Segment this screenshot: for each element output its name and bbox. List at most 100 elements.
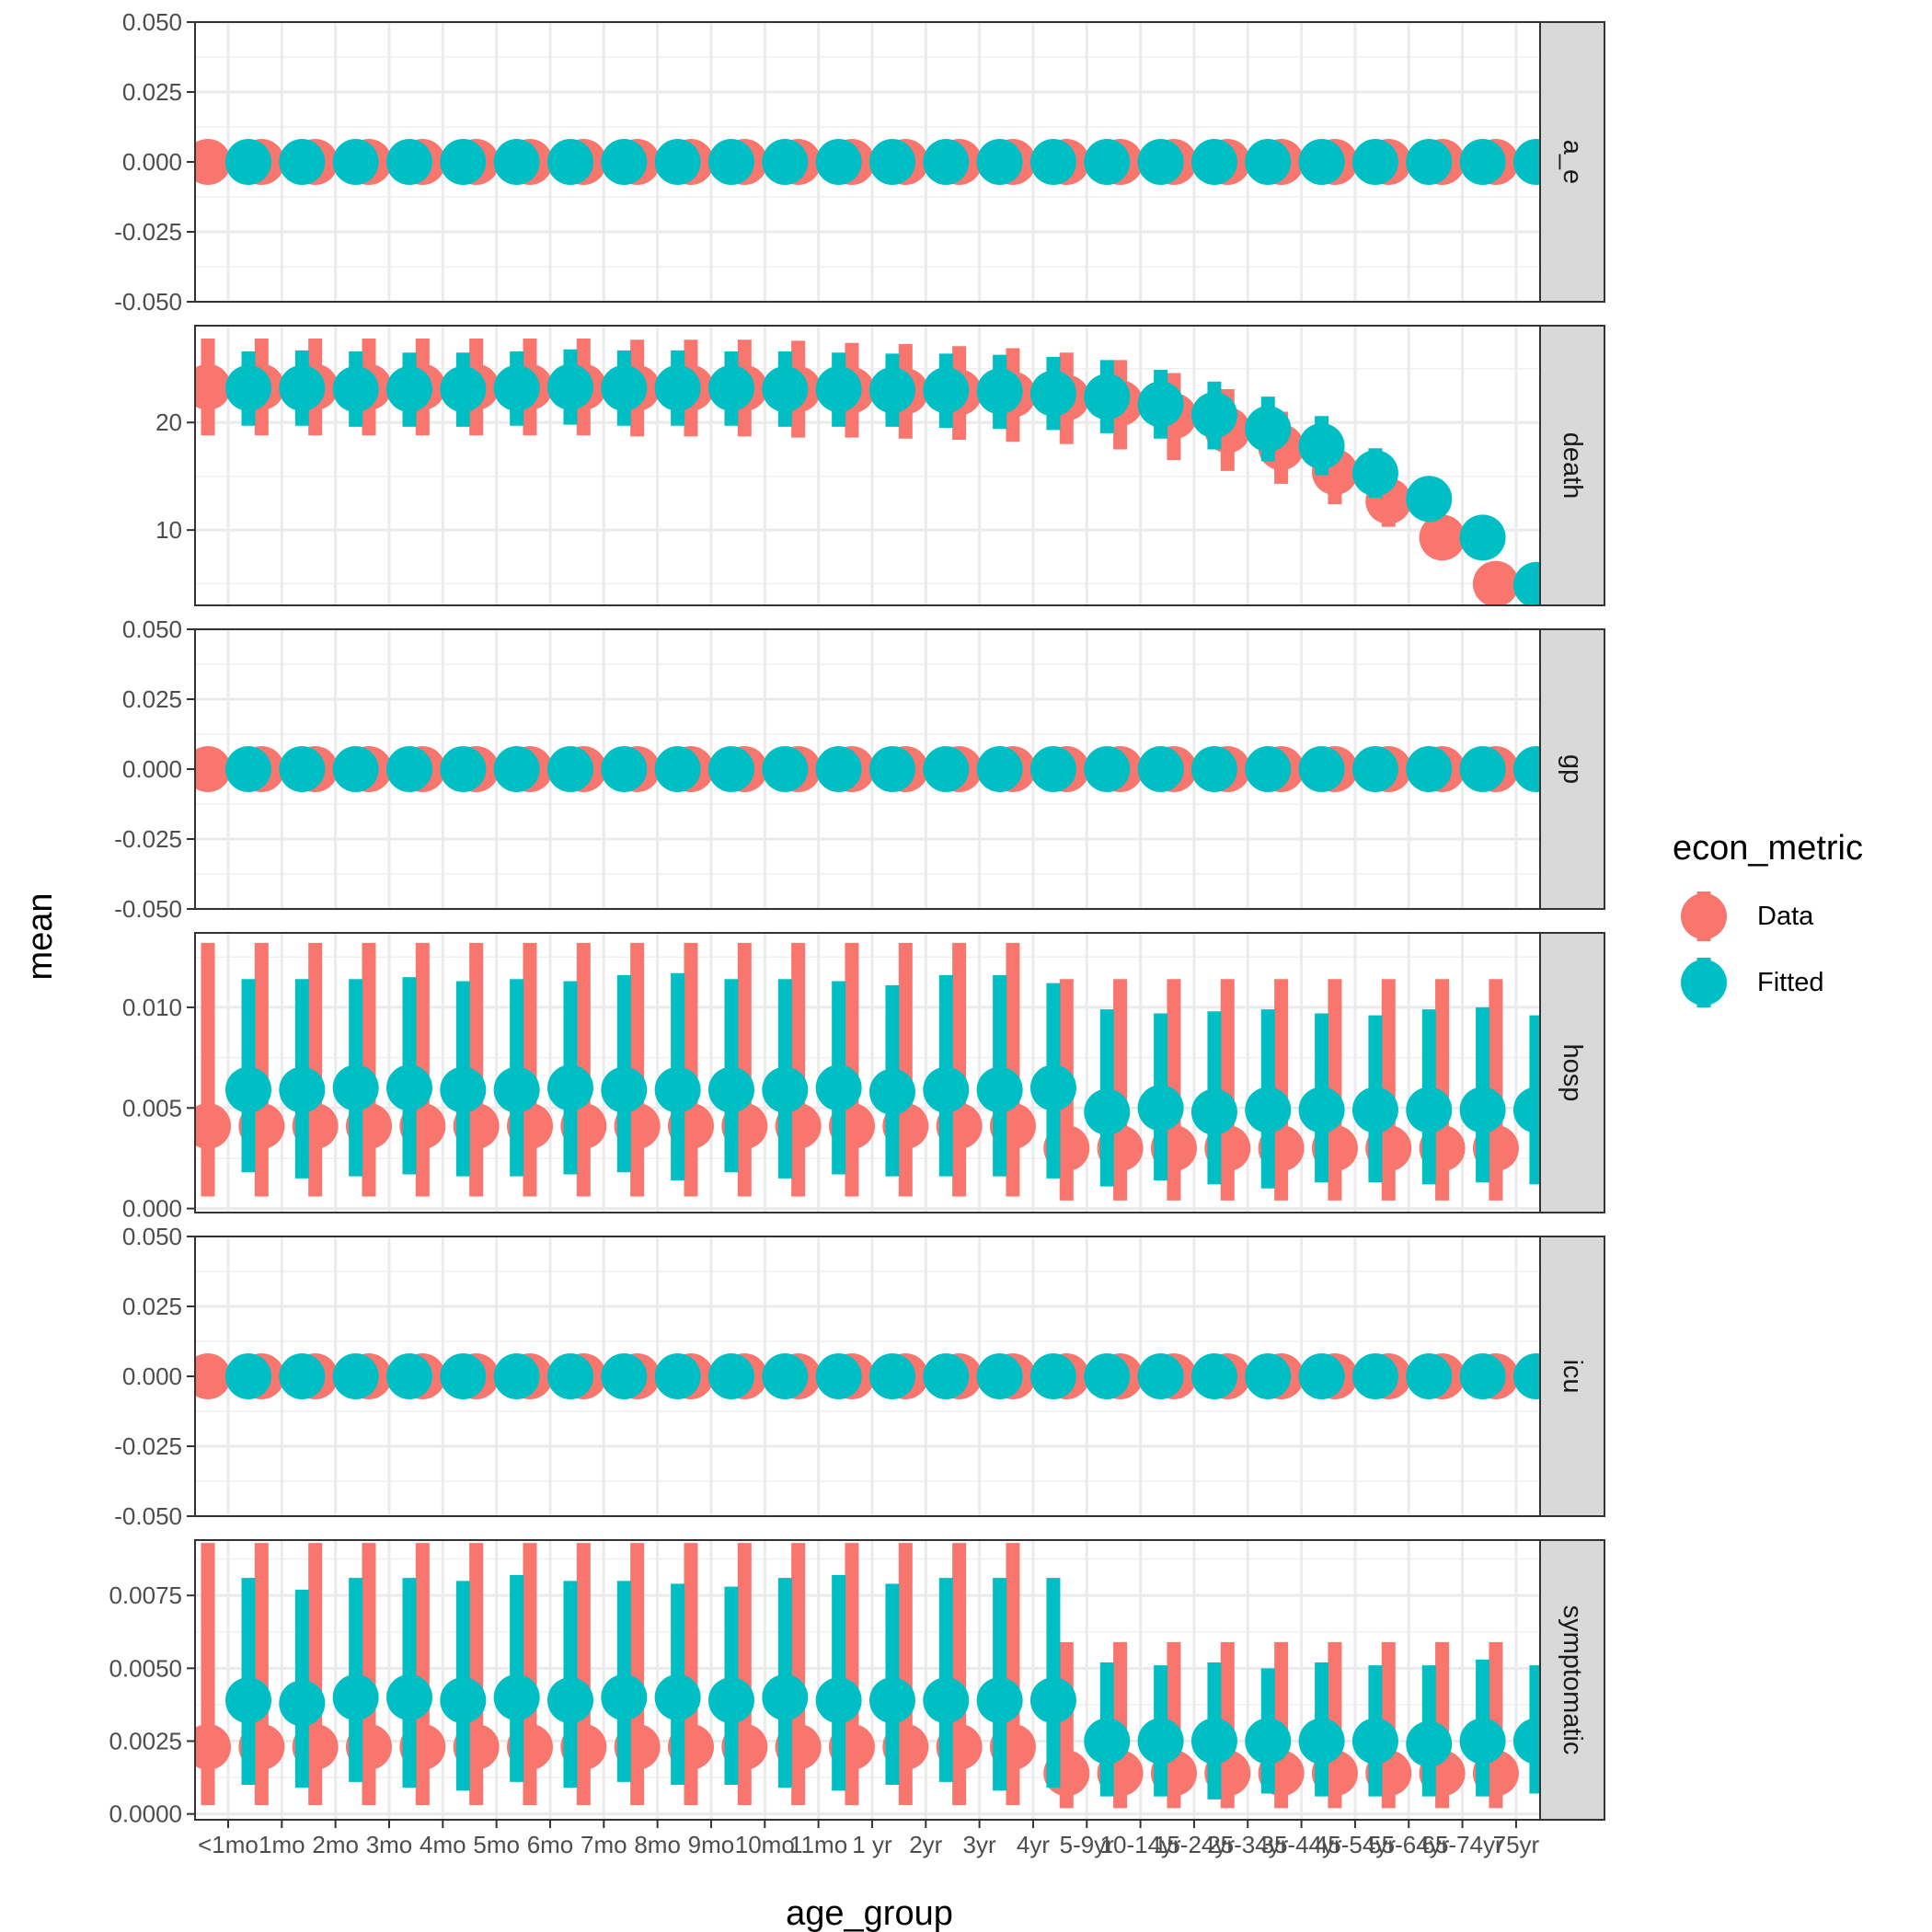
fitted-point xyxy=(1351,450,1398,497)
fitted-point xyxy=(1245,1087,1292,1133)
fitted-point xyxy=(815,1064,862,1111)
fitted-point xyxy=(1406,1353,1453,1399)
panel-marks xyxy=(195,942,1540,1201)
y-tick-label: 0.050 xyxy=(122,1223,182,1250)
fitted-point xyxy=(1137,746,1184,792)
fitted-point xyxy=(1459,746,1506,792)
fitted-point xyxy=(1459,1087,1506,1133)
x-tick-label: 11mo xyxy=(789,1831,847,1858)
x-tick-label: 55-64yr xyxy=(1368,1831,1449,1858)
x-tick-label: 4yr xyxy=(1017,1831,1050,1858)
legend: econ_metric Data Fitted xyxy=(1673,829,1863,1007)
fitted-point xyxy=(385,1674,432,1720)
fitted-point xyxy=(1245,1353,1292,1399)
fitted-point xyxy=(385,1064,432,1111)
fitted-point xyxy=(279,1680,326,1727)
x-tick-label: 7mo xyxy=(581,1831,627,1858)
fitted-point xyxy=(601,1066,648,1113)
fitted-point xyxy=(601,746,648,792)
fitted-point xyxy=(1029,1677,1076,1724)
fitted-point xyxy=(493,139,540,185)
fitted-point xyxy=(654,1353,701,1399)
data-point xyxy=(1419,514,1466,561)
x-tick-label: 1mo xyxy=(259,1831,305,1858)
fitted-point xyxy=(707,1066,754,1113)
fitted-point xyxy=(1459,1718,1506,1765)
fitted-point xyxy=(1029,1353,1076,1399)
fitted-point xyxy=(1351,1087,1398,1133)
data-point xyxy=(195,1723,231,1770)
fitted-point xyxy=(332,746,379,792)
fitted-point xyxy=(493,1066,540,1113)
fitted-point xyxy=(1298,422,1345,469)
facet-strip xyxy=(1539,628,1605,910)
fitted-point xyxy=(225,364,271,411)
y-tick-label: -0.025 xyxy=(114,218,182,246)
fitted-point xyxy=(762,746,809,792)
facet-panel-death: death 10 20 xyxy=(155,325,1605,606)
facet-strip xyxy=(1539,1539,1605,1821)
fitted-point xyxy=(225,1353,271,1399)
fitted-point xyxy=(440,1066,487,1113)
fitted-point xyxy=(762,1674,809,1720)
fitted-point xyxy=(923,1677,970,1724)
fitted-point xyxy=(707,139,754,185)
panel-marks xyxy=(195,746,1540,792)
x-tick-label: 5-9yr xyxy=(1060,1831,1115,1858)
fitted-point xyxy=(1137,1353,1184,1399)
fitted-point xyxy=(493,746,540,792)
fitted-point xyxy=(1084,1088,1131,1135)
fitted-point xyxy=(1029,139,1076,185)
fitted-point xyxy=(1190,139,1237,185)
fitted-point xyxy=(601,1674,648,1720)
fitted-point xyxy=(762,1353,809,1399)
fitted-point xyxy=(440,139,487,185)
fitted-point xyxy=(385,746,432,792)
fitted-point xyxy=(1137,1085,1184,1132)
y-tick-label: 0.0050 xyxy=(109,1654,182,1682)
fitted-point xyxy=(546,1677,593,1724)
fitted-point xyxy=(1029,746,1076,792)
x-tick-label: 8mo xyxy=(634,1831,681,1858)
fitted-point xyxy=(1406,746,1453,792)
y-tick-label: -0.050 xyxy=(114,895,182,923)
x-tick-label: 2yr xyxy=(909,1831,942,1858)
fitted-point xyxy=(868,1353,915,1399)
fitted-point xyxy=(546,363,593,410)
data-point xyxy=(195,746,231,792)
y-tick-label: -0.025 xyxy=(114,1432,182,1460)
fitted-point xyxy=(1084,1353,1131,1399)
fitted-point xyxy=(923,746,970,792)
panel-marks xyxy=(195,1543,1540,1809)
fitted-point xyxy=(1190,1718,1237,1765)
y-tick-label: 20 xyxy=(155,408,182,436)
y-tick-label: 0.000 xyxy=(122,1195,182,1223)
fitted-point xyxy=(332,1353,379,1399)
fitted-point xyxy=(601,139,648,185)
fitted-point xyxy=(654,139,701,185)
fitted-point xyxy=(1190,392,1237,439)
fitted-point xyxy=(1512,1087,1540,1133)
fitted-point xyxy=(976,368,1023,415)
legend-title: econ_metric xyxy=(1673,829,1863,868)
fitted-point xyxy=(225,139,271,185)
fitted-point xyxy=(868,367,915,414)
fitted-point xyxy=(1406,476,1453,523)
data-point xyxy=(195,1353,231,1399)
fitted-point xyxy=(815,746,862,792)
fitted-point xyxy=(976,139,1023,185)
fitted-point xyxy=(1512,139,1540,185)
fitted-point xyxy=(493,1674,540,1720)
x-tick-label: 15-24yr xyxy=(1154,1831,1235,1858)
fitted-point xyxy=(332,1064,379,1111)
fitted-point xyxy=(279,139,326,185)
legend-label-fitted: Fitted xyxy=(1757,968,1824,997)
fitted-point xyxy=(1351,139,1398,185)
facet-panel-a-e: a_e -0.050 -0.025 0.000 0.025 0.050 xyxy=(114,8,1605,316)
y-tick-label: -0.025 xyxy=(114,825,182,853)
legend-key-fitted-point xyxy=(1681,960,1727,1006)
fitted-point xyxy=(1029,370,1076,417)
fitted-point xyxy=(923,1066,970,1113)
fitted-point xyxy=(225,1066,271,1113)
